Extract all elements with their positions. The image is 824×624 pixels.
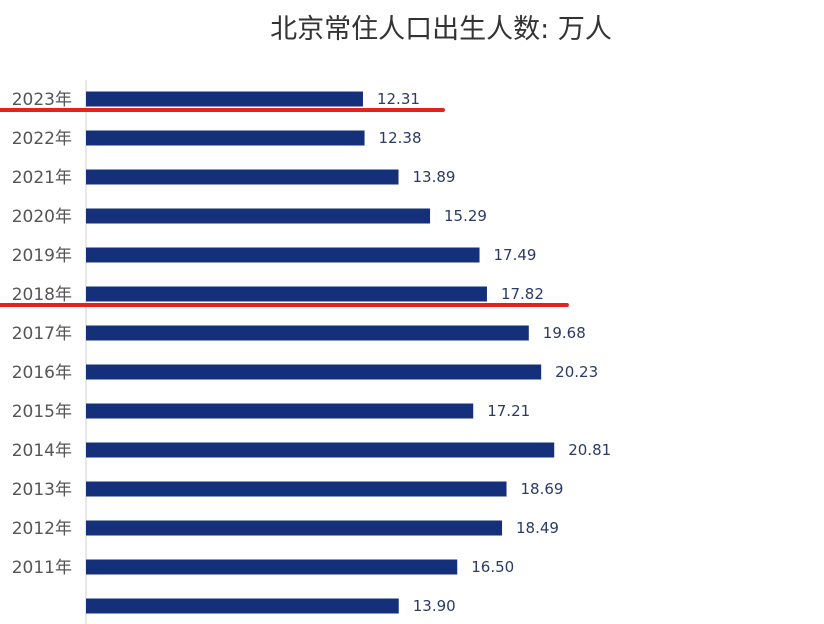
y-tick-label: 2013年: [12, 480, 72, 500]
y-tick-label: 2019年: [12, 246, 72, 266]
y-tick-label: 2012年: [12, 519, 72, 539]
value-label: 17.82: [501, 285, 544, 303]
bar-2016年: [86, 364, 542, 380]
y-tick-label: 2021年: [12, 168, 72, 188]
value-label: 12.31: [377, 90, 420, 108]
bar-row-13: [86, 598, 399, 614]
y-tick-label: 2011年: [12, 558, 72, 578]
value-label: 18.69: [521, 480, 564, 498]
value-label: 13.90: [413, 597, 456, 615]
value-label: 20.81: [568, 441, 611, 459]
bar-2015年: [86, 403, 474, 419]
y-tick-label: 2017年: [12, 324, 72, 344]
y-tick-label: 2014年: [12, 441, 72, 461]
value-label: 15.29: [444, 207, 487, 225]
bar-2018年: [86, 286, 487, 302]
y-tick-label: 2022年: [12, 129, 72, 149]
y-tick-label: 2023年: [12, 90, 72, 110]
bar-2022年: [86, 130, 365, 146]
bar-2014年: [86, 442, 555, 458]
bar-2023年: [86, 91, 363, 107]
y-tick-label: 2018年: [12, 285, 72, 305]
value-label: 20.23: [555, 363, 598, 381]
value-label: 18.49: [516, 519, 559, 537]
highlight-layer: [0, 108, 569, 307]
y-tick-label: 2015年: [12, 402, 72, 422]
y-tick-label: 2020年: [12, 207, 72, 227]
bar-2012年: [86, 520, 503, 536]
y-tick-label: 2016年: [12, 363, 72, 383]
value-label: 13.89: [413, 168, 456, 186]
value-label: 17.21: [487, 402, 530, 420]
bar-2021年: [86, 169, 399, 185]
bar-2017年: [86, 325, 529, 341]
value-label: 19.68: [543, 324, 586, 342]
bar-2019年: [86, 247, 480, 263]
bar-2011年: [86, 559, 458, 575]
bar-2020年: [86, 208, 431, 224]
value-label: 16.50: [471, 558, 514, 576]
chart-title: 北京常住人口出生人数: 万人: [270, 14, 612, 45]
value-label: 17.49: [494, 246, 537, 264]
value-label: 12.38: [379, 129, 422, 147]
bar-2013年: [86, 481, 507, 497]
bars-layer: 2023年 12.31 2022年 12.38 2021年 13.89 2020年 15.29…: [12, 90, 611, 615]
